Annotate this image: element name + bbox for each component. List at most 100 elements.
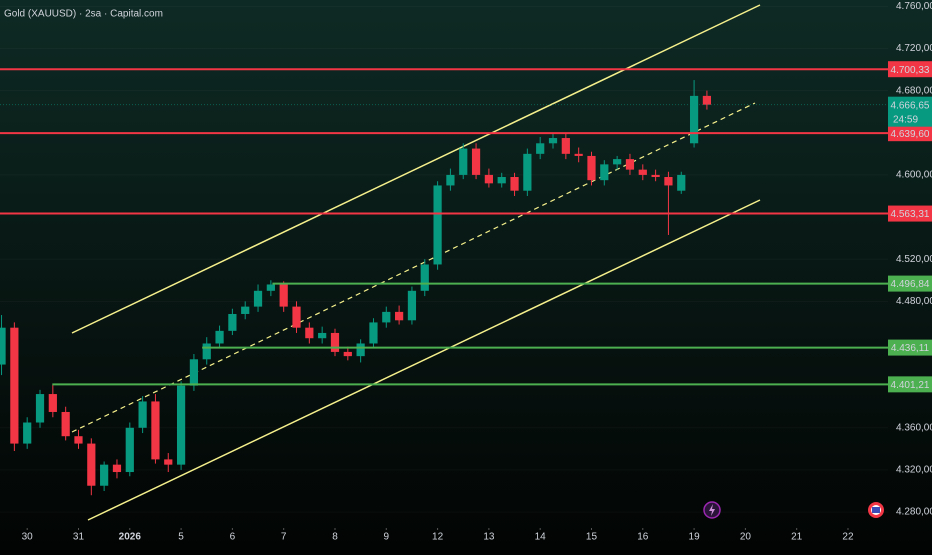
candle-body: [561, 138, 570, 154]
level-label: 4.700,33: [891, 65, 930, 76]
candle-body: [664, 177, 673, 186]
candle-body: [330, 332, 340, 352]
candle-body: [202, 343, 211, 360]
candle-body: [523, 153, 532, 191]
plot-area: [26, 528, 849, 530]
y-tick-label: 4.720,00: [896, 43, 932, 54]
level-label-box: [888, 339, 932, 356]
countdown: 24:59: [893, 114, 918, 125]
channel-mid: [71, 102, 756, 433]
x-tick-label: 30: [22, 532, 34, 543]
candle-body: [125, 427, 134, 473]
x-tick-label: 6: [230, 532, 236, 543]
candle-body: [228, 313, 237, 331]
event-icon[interactable]: [868, 502, 884, 518]
last-price-box: [888, 96, 932, 127]
candle-body: [536, 143, 545, 154]
level-label-box: [888, 376, 932, 393]
x-tick-label: 31: [73, 532, 85, 543]
candle-body: [600, 164, 609, 181]
candle-body: [471, 148, 481, 175]
x-tick-label: 12: [432, 532, 444, 543]
x-tick-label: 15: [586, 532, 598, 543]
level-label-box: [888, 61, 932, 78]
candle-body: [292, 306, 301, 328]
candle-body: [279, 284, 288, 307]
candle-body: [0, 327, 6, 365]
candle-body: [176, 385, 186, 465]
x-tick-label: 8: [332, 532, 338, 543]
x-tick-label: 21: [791, 532, 803, 543]
level-label-box: [888, 125, 932, 142]
candle-body: [625, 159, 635, 170]
candle-body: [677, 174, 686, 191]
y-tick-label: 4.520,00: [896, 254, 932, 265]
candle-body: [23, 422, 32, 444]
candle-body: [369, 322, 378, 344]
candle-body: [35, 394, 45, 423]
candle-body: [87, 443, 96, 486]
candle-body: [318, 332, 327, 339]
candle-body: [420, 264, 429, 291]
x-tick-label: 16: [637, 532, 649, 543]
candle-body: [689, 95, 699, 144]
level-label-box: [888, 205, 932, 222]
level-label-box: [888, 275, 932, 292]
x-tick-label: 14: [535, 532, 547, 543]
x-tick-label: 13: [483, 532, 495, 543]
x-tick-label: 19: [689, 532, 701, 543]
x-tick-label: 9: [384, 532, 390, 543]
candle-body: [446, 174, 455, 186]
candle-body: [253, 290, 263, 307]
y-tick-label: 4.280,00: [896, 507, 932, 518]
level-label: 4.436,11: [891, 343, 930, 354]
x-tick-label: 22: [842, 532, 854, 543]
candle-body: [407, 290, 417, 321]
candle-body: [484, 174, 493, 184]
candle-body: [10, 327, 19, 444]
candle-body: [459, 148, 468, 175]
candle-body: [613, 159, 622, 165]
channel-lower: [87, 199, 761, 521]
candle-body: [395, 311, 404, 321]
level-label: 4.563,31: [891, 209, 930, 220]
candle-body: [61, 411, 70, 437]
candle-body: [356, 343, 365, 357]
x-tick-label: 7: [281, 532, 287, 543]
channel-upper: [71, 4, 761, 334]
candle-body: [112, 464, 122, 473]
candle-body: [587, 155, 596, 181]
level-label: 4.401,21: [891, 380, 930, 391]
candle-body: [574, 153, 583, 156]
candle-body: [305, 327, 314, 339]
x-tick-label: 20: [740, 532, 752, 543]
candle-body: [138, 401, 147, 428]
candle-body: [189, 359, 199, 386]
candle-body: [48, 394, 57, 412]
last-price-label: 4.666,65: [891, 100, 930, 111]
y-tick-label: 4.320,00: [896, 465, 932, 476]
level-label: 4.639,60: [891, 129, 930, 140]
candle-body: [241, 306, 250, 314]
candle-body: [548, 138, 558, 144]
y-tick-label: 4.360,00: [896, 422, 932, 433]
candle-body: [510, 177, 519, 191]
candle-body: [164, 459, 173, 465]
candle-body: [702, 95, 712, 105]
y-tick-label: 4.600,00: [896, 170, 932, 181]
candle-body: [382, 311, 391, 323]
candle-body: [651, 174, 660, 178]
candle-body: [151, 401, 160, 460]
x-tick-label: 2026: [119, 532, 142, 543]
y-tick-label: 4.760,00: [896, 1, 932, 12]
indicator-icon[interactable]: [703, 501, 721, 519]
chart-title: Gold (XAUUSD) · 2sa · Capital.com: [4, 9, 163, 20]
y-tick-label: 4.480,00: [896, 296, 932, 307]
candle-body: [343, 351, 352, 357]
candle-body: [433, 185, 442, 265]
candle-body: [74, 436, 83, 444]
candle-body: [100, 464, 109, 486]
level-label: 4.496,84: [891, 279, 930, 290]
